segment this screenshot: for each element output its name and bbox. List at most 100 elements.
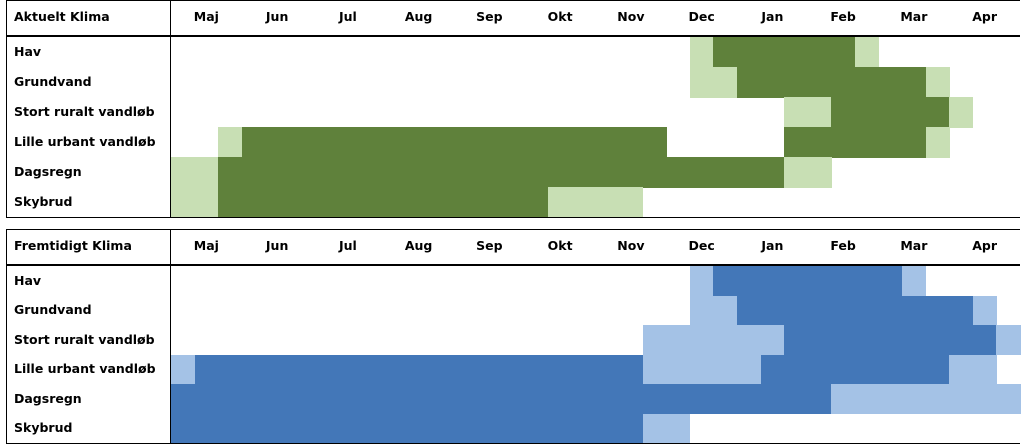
heat-cell bbox=[666, 384, 691, 415]
heat-cell bbox=[241, 413, 266, 444]
heat-cell bbox=[383, 127, 408, 158]
heat-cell bbox=[194, 187, 219, 218]
heat-cell bbox=[737, 37, 762, 68]
heat-cell bbox=[854, 266, 880, 297]
heat-cell bbox=[194, 157, 219, 188]
heat-cell bbox=[689, 354, 714, 385]
panel-top-border bbox=[6, 229, 1020, 230]
panel-left-border bbox=[6, 229, 7, 444]
heat-cell bbox=[194, 413, 219, 444]
heat-cell bbox=[996, 325, 1021, 356]
heat-cell bbox=[619, 157, 644, 188]
heat-cell bbox=[336, 354, 361, 385]
heat-cell bbox=[784, 266, 809, 297]
row-label: Skybrud bbox=[14, 420, 73, 436]
heat-cell bbox=[925, 127, 950, 158]
heat-cell bbox=[406, 127, 431, 158]
heat-cell bbox=[925, 354, 950, 385]
heat-cell bbox=[737, 384, 762, 415]
heat-cell bbox=[288, 187, 314, 218]
heat-cell bbox=[477, 384, 502, 415]
heat-cell bbox=[430, 157, 455, 188]
row-label: Stort ruralt vandløb bbox=[14, 331, 155, 347]
heat-cell bbox=[854, 37, 880, 68]
heat-cell bbox=[619, 384, 644, 415]
heat-cell bbox=[406, 384, 431, 415]
month-label: Okt bbox=[547, 238, 573, 253]
heat-cell bbox=[996, 384, 1021, 415]
heat-cell bbox=[548, 127, 573, 158]
heat-cell bbox=[689, 384, 714, 415]
heat-cell bbox=[312, 384, 337, 415]
heat-cell bbox=[642, 384, 667, 415]
row-label: Dagsregn bbox=[14, 164, 82, 179]
heat-cell bbox=[336, 384, 361, 415]
heat-cell bbox=[336, 413, 361, 444]
heat-cell bbox=[218, 187, 243, 218]
heat-cell bbox=[854, 354, 880, 385]
heat-cell bbox=[760, 384, 785, 415]
heat-cell bbox=[713, 67, 738, 98]
heat-cell bbox=[241, 127, 266, 158]
heat-cell bbox=[218, 354, 243, 385]
heat-cell bbox=[784, 67, 809, 98]
month-label: Apr bbox=[972, 238, 998, 253]
heat-cell bbox=[477, 127, 502, 158]
heat-cell bbox=[925, 384, 950, 415]
heat-cell bbox=[689, 67, 714, 98]
heat-cell bbox=[831, 266, 856, 297]
month-label: Jul bbox=[338, 238, 357, 253]
label-column-divider bbox=[170, 0, 171, 218]
heat-cell bbox=[784, 384, 809, 415]
heat-cell bbox=[854, 325, 880, 356]
heat-cell bbox=[454, 187, 479, 218]
heat-cell bbox=[171, 157, 196, 188]
future-climate-panel: Fremtidigt Klima Maj Jun Jul Aug Sep Okt Nov Dec… bbox=[6, 229, 1021, 444]
label-column-divider bbox=[170, 229, 171, 444]
heat-cell bbox=[524, 127, 549, 158]
heat-cell bbox=[454, 384, 479, 415]
heat-cell bbox=[171, 187, 196, 218]
heat-cell bbox=[760, 295, 785, 326]
heat-cell bbox=[854, 384, 880, 415]
month-label: Okt bbox=[547, 9, 573, 24]
heat-cell bbox=[430, 187, 455, 218]
heat-cell bbox=[619, 127, 644, 158]
heat-cell bbox=[571, 384, 597, 415]
heat-cell bbox=[854, 295, 880, 326]
heat-cell bbox=[949, 325, 974, 356]
heat-cell bbox=[265, 157, 290, 188]
heat-cell bbox=[642, 413, 667, 444]
heat-cell bbox=[760, 157, 785, 188]
heat-cell bbox=[218, 413, 243, 444]
heat-cell bbox=[595, 157, 620, 188]
heat-cell bbox=[524, 354, 549, 385]
heat-cell bbox=[831, 37, 856, 68]
heat-cell bbox=[430, 413, 455, 444]
heat-cell bbox=[241, 157, 266, 188]
row-label: Lille urbant vandløb bbox=[14, 361, 156, 377]
heat-cell bbox=[760, 67, 785, 98]
heat-cell bbox=[288, 354, 314, 385]
month-label: Jul bbox=[338, 9, 357, 24]
month-label: Mar bbox=[900, 9, 928, 24]
heat-cell bbox=[171, 354, 196, 385]
heat-cell bbox=[807, 266, 832, 297]
heat-cell bbox=[241, 384, 266, 415]
heat-cell bbox=[477, 413, 502, 444]
heat-cell bbox=[642, 354, 667, 385]
heat-cell bbox=[831, 295, 856, 326]
heat-cell bbox=[878, 354, 903, 385]
header-divider bbox=[6, 264, 1020, 266]
heat-cell bbox=[831, 67, 856, 98]
heat-cell bbox=[312, 354, 337, 385]
panel-bottom-border bbox=[6, 217, 1020, 218]
heat-cell bbox=[406, 157, 431, 188]
heat-cell bbox=[595, 187, 620, 218]
month-label: Dec bbox=[688, 9, 715, 24]
heat-cell bbox=[878, 127, 903, 158]
heat-cell bbox=[902, 325, 927, 356]
heat-cell bbox=[878, 67, 903, 98]
heat-cell bbox=[218, 157, 243, 188]
heat-cell bbox=[571, 413, 597, 444]
